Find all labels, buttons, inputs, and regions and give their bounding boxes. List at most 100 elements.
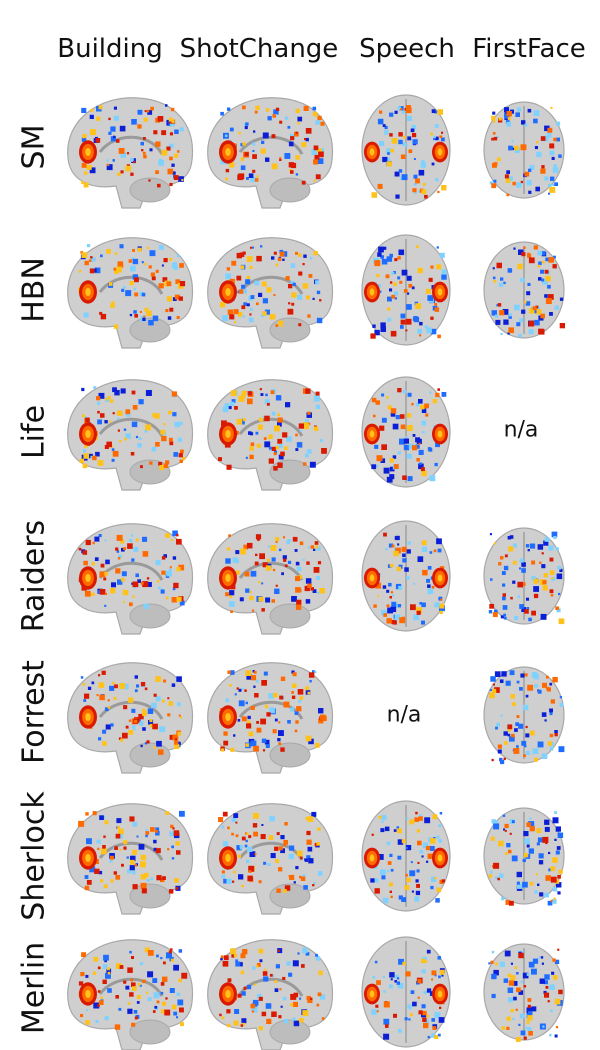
- activation-voxel: [493, 136, 498, 141]
- activation-voxel: [262, 971, 268, 976]
- activation-voxel: [256, 175, 259, 178]
- activation-voxel: [270, 853, 276, 859]
- activation-voxel: [281, 572, 284, 576]
- activation-voxel: [415, 437, 421, 443]
- activation-voxel: [552, 958, 556, 962]
- activation-voxel: [241, 305, 246, 310]
- activation-voxel: [298, 575, 303, 579]
- activation-voxel: [298, 323, 302, 327]
- activation-voxel: [435, 178, 439, 182]
- activation-voxel: [437, 1033, 441, 1037]
- activation-voxel: [254, 178, 259, 182]
- activation-voxel: [129, 865, 135, 871]
- activation-voxel: [425, 288, 431, 294]
- activation-voxel: [503, 319, 509, 325]
- activation-voxel: [408, 1018, 411, 1021]
- activation-voxel: [424, 325, 428, 329]
- activation-voxel: [136, 835, 139, 838]
- activation-voxel: [521, 562, 526, 567]
- activation-voxel: [278, 721, 281, 724]
- activation-voxel: [549, 712, 553, 716]
- activation-voxel: [134, 864, 137, 867]
- activation-voxel: [126, 856, 129, 859]
- activation-voxel: [117, 557, 121, 560]
- activation-voxel: [440, 598, 443, 601]
- activation-voxel: [179, 127, 184, 132]
- activation-voxel: [310, 997, 313, 1000]
- activation-voxel: [523, 985, 527, 988]
- activation-voxel: [315, 404, 320, 409]
- activation-voxel: [370, 878, 375, 883]
- activation-voxel: [550, 106, 553, 109]
- activation-voxel: [238, 700, 245, 707]
- activation-voxel: [83, 560, 88, 566]
- activation-voxel: [389, 890, 392, 893]
- activation-voxel: [491, 819, 496, 824]
- activation-cluster: [225, 989, 231, 999]
- activation-voxel: [557, 832, 564, 838]
- activation-voxel: [86, 164, 92, 170]
- activation-voxel: [89, 167, 96, 174]
- activation-voxel: [512, 181, 516, 186]
- activation-voxel: [407, 392, 412, 397]
- activation-voxel: [119, 125, 126, 132]
- activation-voxel: [82, 134, 87, 139]
- activation-voxel: [110, 303, 115, 308]
- activation-voxel: [278, 730, 284, 736]
- activation-voxel: [313, 251, 318, 256]
- activation-voxel: [264, 441, 271, 448]
- activation-voxel: [307, 583, 312, 588]
- activation-voxel: [527, 108, 532, 113]
- activation-voxel: [168, 117, 173, 122]
- activation-voxel: [389, 253, 393, 258]
- activation-voxel: [239, 846, 243, 850]
- activation-voxel: [108, 131, 112, 135]
- activation-voxel: [404, 567, 409, 572]
- activation-voxel: [552, 677, 558, 683]
- activation-voxel: [172, 412, 177, 417]
- activation-voxel: [275, 446, 279, 450]
- activation-voxel: [435, 442, 440, 448]
- activation-voxel: [137, 996, 140, 999]
- activation-voxel: [499, 757, 503, 762]
- brain-map-0-1: [207, 97, 334, 209]
- activation-voxel: [145, 390, 152, 396]
- activation-voxel: [318, 718, 324, 724]
- activation-voxel: [277, 738, 281, 742]
- activation-voxel: [379, 425, 385, 431]
- activation-voxel: [140, 581, 144, 585]
- activation-voxel: [242, 288, 247, 294]
- activation-voxel: [218, 817, 224, 823]
- activation-voxel: [166, 146, 171, 151]
- activation-voxel: [120, 152, 126, 158]
- activation-voxel: [168, 950, 172, 954]
- activation-voxel: [167, 697, 170, 700]
- activation-voxel: [503, 731, 508, 736]
- activation-voxel: [291, 292, 297, 298]
- activation-voxel: [387, 564, 392, 568]
- activation-voxel: [123, 286, 126, 289]
- brain-map-6-3: [483, 943, 565, 1042]
- activation-cluster: [369, 854, 375, 862]
- activation-voxel: [138, 437, 142, 440]
- activation-voxel: [319, 972, 323, 975]
- activation-voxel: [92, 268, 97, 273]
- activation-voxel: [533, 586, 539, 592]
- activation-voxel: [300, 876, 306, 881]
- activation-voxel: [516, 881, 520, 885]
- activation-voxel: [267, 862, 271, 867]
- activation-voxel: [245, 701, 248, 705]
- activation-voxel: [272, 974, 275, 977]
- activation-voxel: [236, 275, 242, 281]
- activation-voxel: [137, 579, 141, 583]
- activation-voxel: [402, 475, 407, 480]
- activation-voxel: [283, 1019, 288, 1024]
- activation-voxel: [512, 543, 517, 548]
- activation-voxel: [389, 474, 395, 480]
- activation-voxel: [294, 549, 298, 552]
- activation-voxel: [142, 581, 149, 588]
- activation-voxel: [155, 269, 159, 273]
- activation-voxel: [96, 839, 101, 844]
- activation-voxel: [171, 683, 176, 687]
- activation-voxel: [408, 443, 414, 449]
